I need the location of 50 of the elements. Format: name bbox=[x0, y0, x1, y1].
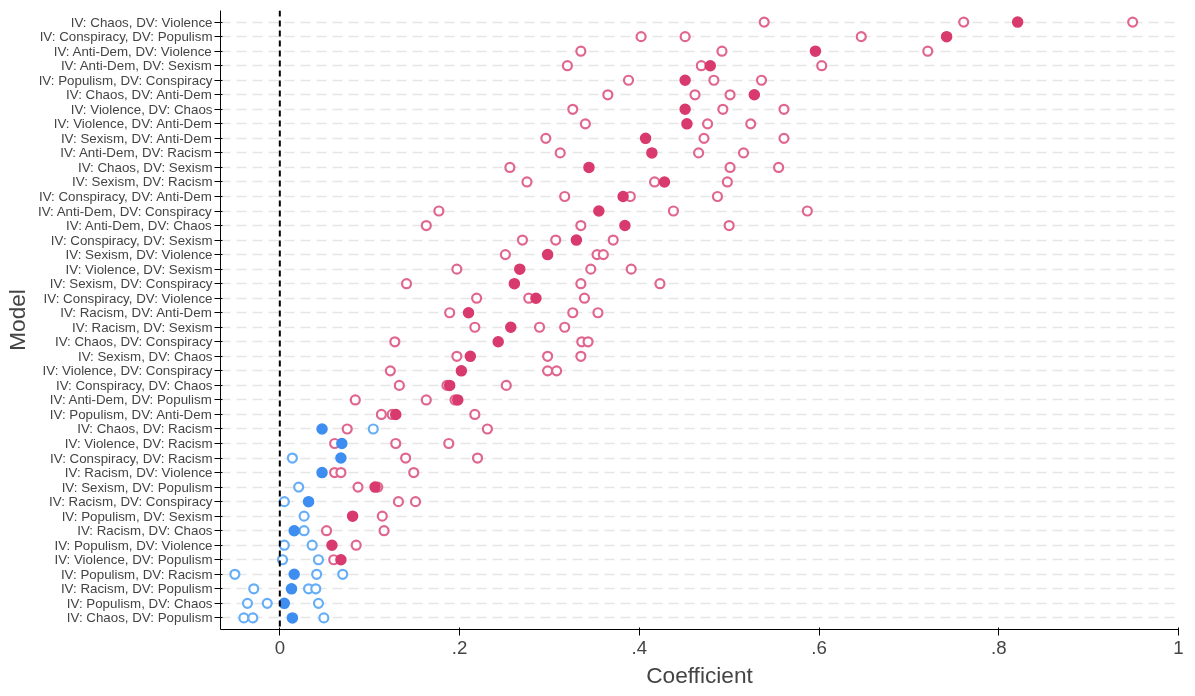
y-tick-label: IV: Racism, DV: Populism bbox=[60, 581, 213, 597]
x-tick-label: .2 bbox=[451, 636, 468, 658]
x-tick-label: 1 bbox=[1173, 636, 1184, 658]
x-axis-title: Coefficient bbox=[646, 661, 754, 688]
y-tick-label: IV: Populism, DV: Racism bbox=[60, 566, 213, 582]
y-tick-label: IV: Chaos, DV: Violence bbox=[70, 14, 213, 30]
y-tick-label: IV: Sexism, DV: Racism bbox=[72, 174, 213, 190]
y-tick-label: IV: Racism, DV: Anti-Dem bbox=[60, 305, 212, 321]
x-tick-label: 0 bbox=[274, 636, 286, 658]
x-tick-label: .8 bbox=[990, 636, 1007, 658]
y-tick-label: IV: Conspiracy, DV: Sexism bbox=[50, 232, 213, 248]
y-tick-label: IV: Chaos, DV: Conspiracy bbox=[54, 334, 213, 350]
y-tick-label: IV: Conspiracy, DV: Chaos bbox=[55, 377, 213, 393]
y-tick-label: IV: Conspiracy, DV: Anti-Dem bbox=[38, 188, 212, 204]
y-tick-label: IV: Violence, DV: Conspiracy bbox=[42, 363, 213, 379]
y-tick-label: IV: Violence, DV: Chaos bbox=[70, 101, 213, 117]
y-tick-label: IV: Anti-Dem, DV: Sexism bbox=[60, 58, 212, 74]
y-tick-label: IV: Violence, DV: Racism bbox=[64, 436, 213, 452]
y-tick-label: IV: Racism, DV: Conspiracy bbox=[49, 494, 213, 510]
y-tick-label: IV: Anti-Dem, DV: Racism bbox=[60, 145, 212, 161]
y-tick-label: IV: Chaos, DV: Sexism bbox=[77, 159, 213, 175]
x-tick-label: .6 bbox=[811, 636, 827, 658]
y-tick-label: IV: Violence, DV: Sexism bbox=[65, 261, 213, 277]
x-tick-label: .4 bbox=[631, 636, 648, 658]
y-tick-label: IV: Violence, DV: Populism bbox=[54, 552, 213, 568]
y-tick-label: IV: Sexism, DV: Chaos bbox=[77, 348, 213, 364]
y-tick-label: IV: Sexism, DV: Anti-Dem bbox=[60, 130, 212, 146]
y-tick-label: IV: Violence, DV: Anti-Dem bbox=[53, 116, 212, 132]
y-tick-label: IV: Populism, DV: Sexism bbox=[61, 508, 213, 524]
y-tick-label: IV: Conspiracy, DV: Violence bbox=[43, 290, 213, 306]
y-tick-label: IV: Anti-Dem, DV: Populism bbox=[49, 392, 212, 408]
y-tick-label: IV: Chaos, DV: Anti-Dem bbox=[66, 87, 212, 103]
y-tick-label: IV: Chaos, DV: Racism bbox=[77, 421, 213, 437]
y-tick-label: IV: Racism, DV: Violence bbox=[64, 465, 213, 481]
y-tick-label: IV: Sexism, DV: Conspiracy bbox=[49, 276, 213, 292]
y-tick-label: IV: Populism, DV: Chaos bbox=[66, 595, 213, 611]
y-tick-label: IV: Populism, DV: Anti-Dem bbox=[49, 406, 212, 422]
y-tick-label: IV: Racism, DV: Chaos bbox=[77, 523, 213, 539]
y-tick-label: IV: Sexism, DV: Populism bbox=[61, 479, 213, 495]
y-tick-label: IV: Populism, DV: Conspiracy bbox=[38, 72, 213, 88]
y-tick-label: IV: Sexism, DV: Violence bbox=[65, 247, 213, 263]
y-tick-label: IV: Anti-Dem, DV: Conspiracy bbox=[37, 203, 213, 219]
y-tick-label: IV: Conspiracy, DV: Racism bbox=[50, 450, 213, 466]
y-tick-label: IV: Populism, DV: Violence bbox=[54, 537, 213, 553]
y-tick-label: IV: Chaos, DV: Populism bbox=[66, 610, 213, 626]
y-axis-title: Model bbox=[3, 289, 30, 351]
y-tick-label: IV: Conspiracy, DV: Populism bbox=[39, 29, 213, 45]
y-tick-label: IV: Anti-Dem, DV: Violence bbox=[53, 43, 212, 59]
y-tick-label: IV: Anti-Dem, DV: Chaos bbox=[66, 218, 213, 234]
y-tick-label: IV: Racism, DV: Sexism bbox=[72, 319, 213, 335]
